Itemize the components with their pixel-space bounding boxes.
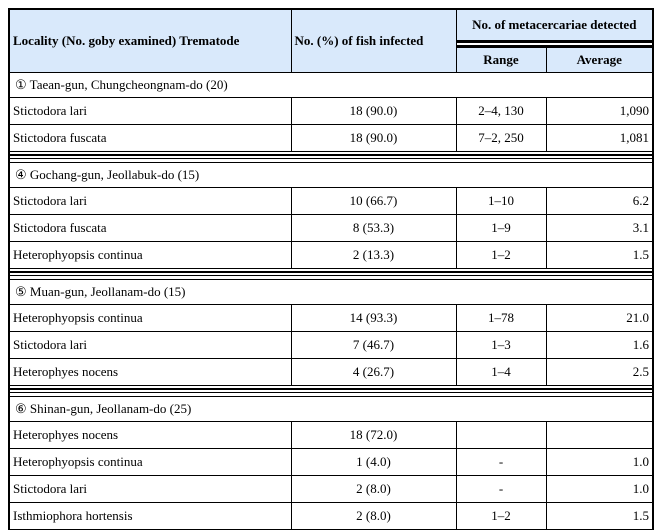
average-cell: 1.0 bbox=[545, 448, 654, 476]
average-cell: 6.2 bbox=[545, 187, 654, 215]
double-rule bbox=[10, 388, 652, 393]
header-metacercariae-group: No. of metacercariae detected bbox=[455, 8, 654, 41]
header-average-column: Average bbox=[545, 47, 654, 73]
infected-cell: 7 (46.7) bbox=[290, 331, 457, 359]
table-row: Stictodora lari 2 (8.0) - 1.0 bbox=[8, 475, 654, 503]
table-row: Stictodora fuscata 8 (53.3) 1–9 3.1 bbox=[8, 214, 654, 242]
trematode-name-cell: Heterophyopsis continua bbox=[8, 448, 292, 476]
range-cell: 1–3 bbox=[455, 331, 547, 359]
locality-label: ① Taean-gun, Chungcheongnam-do (20) bbox=[8, 72, 654, 98]
trematode-name-cell: Isthmiophora hortensis bbox=[8, 502, 292, 530]
header-locality-column: Locality (No. goby examined) Trematode bbox=[8, 8, 292, 73]
average-cell: 2.5 bbox=[545, 358, 654, 386]
section-row-muan: ⑤ Muan-gun, Jeollanam-do (15) bbox=[8, 279, 654, 305]
range-cell: 1–78 bbox=[455, 304, 547, 332]
trematode-name-cell: Stictodora fuscata bbox=[8, 124, 292, 152]
average-cell: 3.1 bbox=[545, 214, 654, 242]
infected-cell: 4 (26.7) bbox=[290, 358, 457, 386]
range-cell: 1–9 bbox=[455, 214, 547, 242]
range-cell: 2–4, 130 bbox=[455, 97, 547, 125]
section-separator-cell bbox=[8, 385, 654, 397]
average-cell: 1,081 bbox=[545, 124, 654, 152]
header-row-top: Locality (No. goby examined) Trematode N… bbox=[8, 8, 654, 73]
range-cell: 1–10 bbox=[455, 187, 547, 215]
locality-label: ⑥ Shinan-gun, Jeollanam-do (25) bbox=[8, 396, 654, 422]
table-row: Heterophyopsis continua 2 (13.3) 1–2 1.5 bbox=[8, 241, 654, 269]
table-row: Heterophyopsis continua 14 (93.3) 1–78 2… bbox=[8, 304, 654, 332]
infected-cell: 18 (72.0) bbox=[290, 421, 457, 449]
section-row-taean: ① Taean-gun, Chungcheongnam-do (20) bbox=[8, 72, 654, 98]
range-cell bbox=[455, 421, 547, 449]
trematode-name-cell: Stictodora lari bbox=[8, 331, 292, 359]
locality-label: ④ Gochang-gun, Jeollabuk-do (15) bbox=[8, 162, 654, 188]
table-row: Stictodora lari 18 (90.0) 2–4, 130 1,090 bbox=[8, 97, 654, 125]
infected-cell: 1 (4.0) bbox=[290, 448, 457, 476]
infected-cell: 2 (13.3) bbox=[290, 241, 457, 269]
header-double-rule-row bbox=[9, 40, 654, 48]
table-row: Stictodora lari 10 (66.7) 1–10 6.2 bbox=[8, 187, 654, 215]
section-separator bbox=[8, 385, 654, 397]
range-cell: 1–2 bbox=[455, 502, 547, 530]
header-range-column: Range bbox=[455, 47, 547, 73]
average-cell bbox=[545, 421, 654, 449]
section-row-shinan: ⑥ Shinan-gun, Jeollanam-do (25) bbox=[8, 396, 654, 422]
range-cell: - bbox=[455, 448, 547, 476]
trematode-name-cell: Heterophyopsis continua bbox=[8, 241, 292, 269]
table-row: Heterophyopsis continua 1 (4.0) - 1.0 bbox=[8, 448, 654, 476]
infected-cell: 2 (8.0) bbox=[290, 475, 457, 503]
trematode-name-cell: Stictodora fuscata bbox=[8, 214, 292, 242]
double-rule bbox=[10, 154, 652, 159]
infected-cell: 18 (90.0) bbox=[290, 124, 457, 152]
locality-label: ⑤ Muan-gun, Jeollanam-do (15) bbox=[8, 279, 654, 305]
table-row: Heterophyes nocens 18 (72.0) bbox=[8, 421, 654, 449]
double-rule bbox=[10, 271, 652, 276]
section-separator bbox=[8, 151, 654, 163]
section-separator-cell bbox=[8, 268, 654, 280]
average-cell: 1,090 bbox=[545, 97, 654, 125]
range-cell: 7–2, 250 bbox=[455, 124, 547, 152]
header-double-rule-cell bbox=[455, 40, 654, 48]
table-row: Isthmiophora hortensis 2 (8.0) 1–2 1.5 bbox=[8, 502, 654, 530]
average-cell: 21.0 bbox=[545, 304, 654, 332]
infected-cell: 10 (66.7) bbox=[290, 187, 457, 215]
range-cell: 1–2 bbox=[455, 241, 547, 269]
infected-cell: 8 (53.3) bbox=[290, 214, 457, 242]
average-cell: 1.5 bbox=[545, 502, 654, 530]
trematode-name-cell: Stictodora lari bbox=[8, 97, 292, 125]
trematode-name-cell: Heterophyes nocens bbox=[8, 358, 292, 386]
trematode-name-cell: Heterophyopsis continua bbox=[8, 304, 292, 332]
infected-cell: 14 (93.3) bbox=[290, 304, 457, 332]
range-cell: - bbox=[455, 475, 547, 503]
double-rule bbox=[457, 41, 652, 47]
section-row-gochang: ④ Gochang-gun, Jeollabuk-do (15) bbox=[8, 162, 654, 188]
header-row-sub: Range Average bbox=[9, 47, 654, 73]
trematode-results-table: Locality (No. goby examined) Trematode N… bbox=[8, 8, 654, 530]
section-separator-cell bbox=[8, 151, 654, 163]
average-cell: 1.6 bbox=[545, 331, 654, 359]
average-cell: 1.5 bbox=[545, 241, 654, 269]
header-infected-column: No. (%) of fish infected bbox=[290, 8, 457, 73]
table-row: Stictodora fuscata 18 (90.0) 7–2, 250 1,… bbox=[8, 124, 654, 152]
trematode-name-cell: Stictodora lari bbox=[8, 475, 292, 503]
average-cell: 1.0 bbox=[545, 475, 654, 503]
trematode-name-cell: Heterophyes nocens bbox=[8, 421, 292, 449]
table-row: Heterophyes nocens 4 (26.7) 1–4 2.5 bbox=[8, 358, 654, 386]
infected-cell: 18 (90.0) bbox=[290, 97, 457, 125]
table-row: Stictodora lari 7 (46.7) 1–3 1.6 bbox=[8, 331, 654, 359]
infected-cell: 2 (8.0) bbox=[290, 502, 457, 530]
section-separator bbox=[8, 268, 654, 280]
trematode-name-cell: Stictodora lari bbox=[8, 187, 292, 215]
range-cell: 1–4 bbox=[455, 358, 547, 386]
